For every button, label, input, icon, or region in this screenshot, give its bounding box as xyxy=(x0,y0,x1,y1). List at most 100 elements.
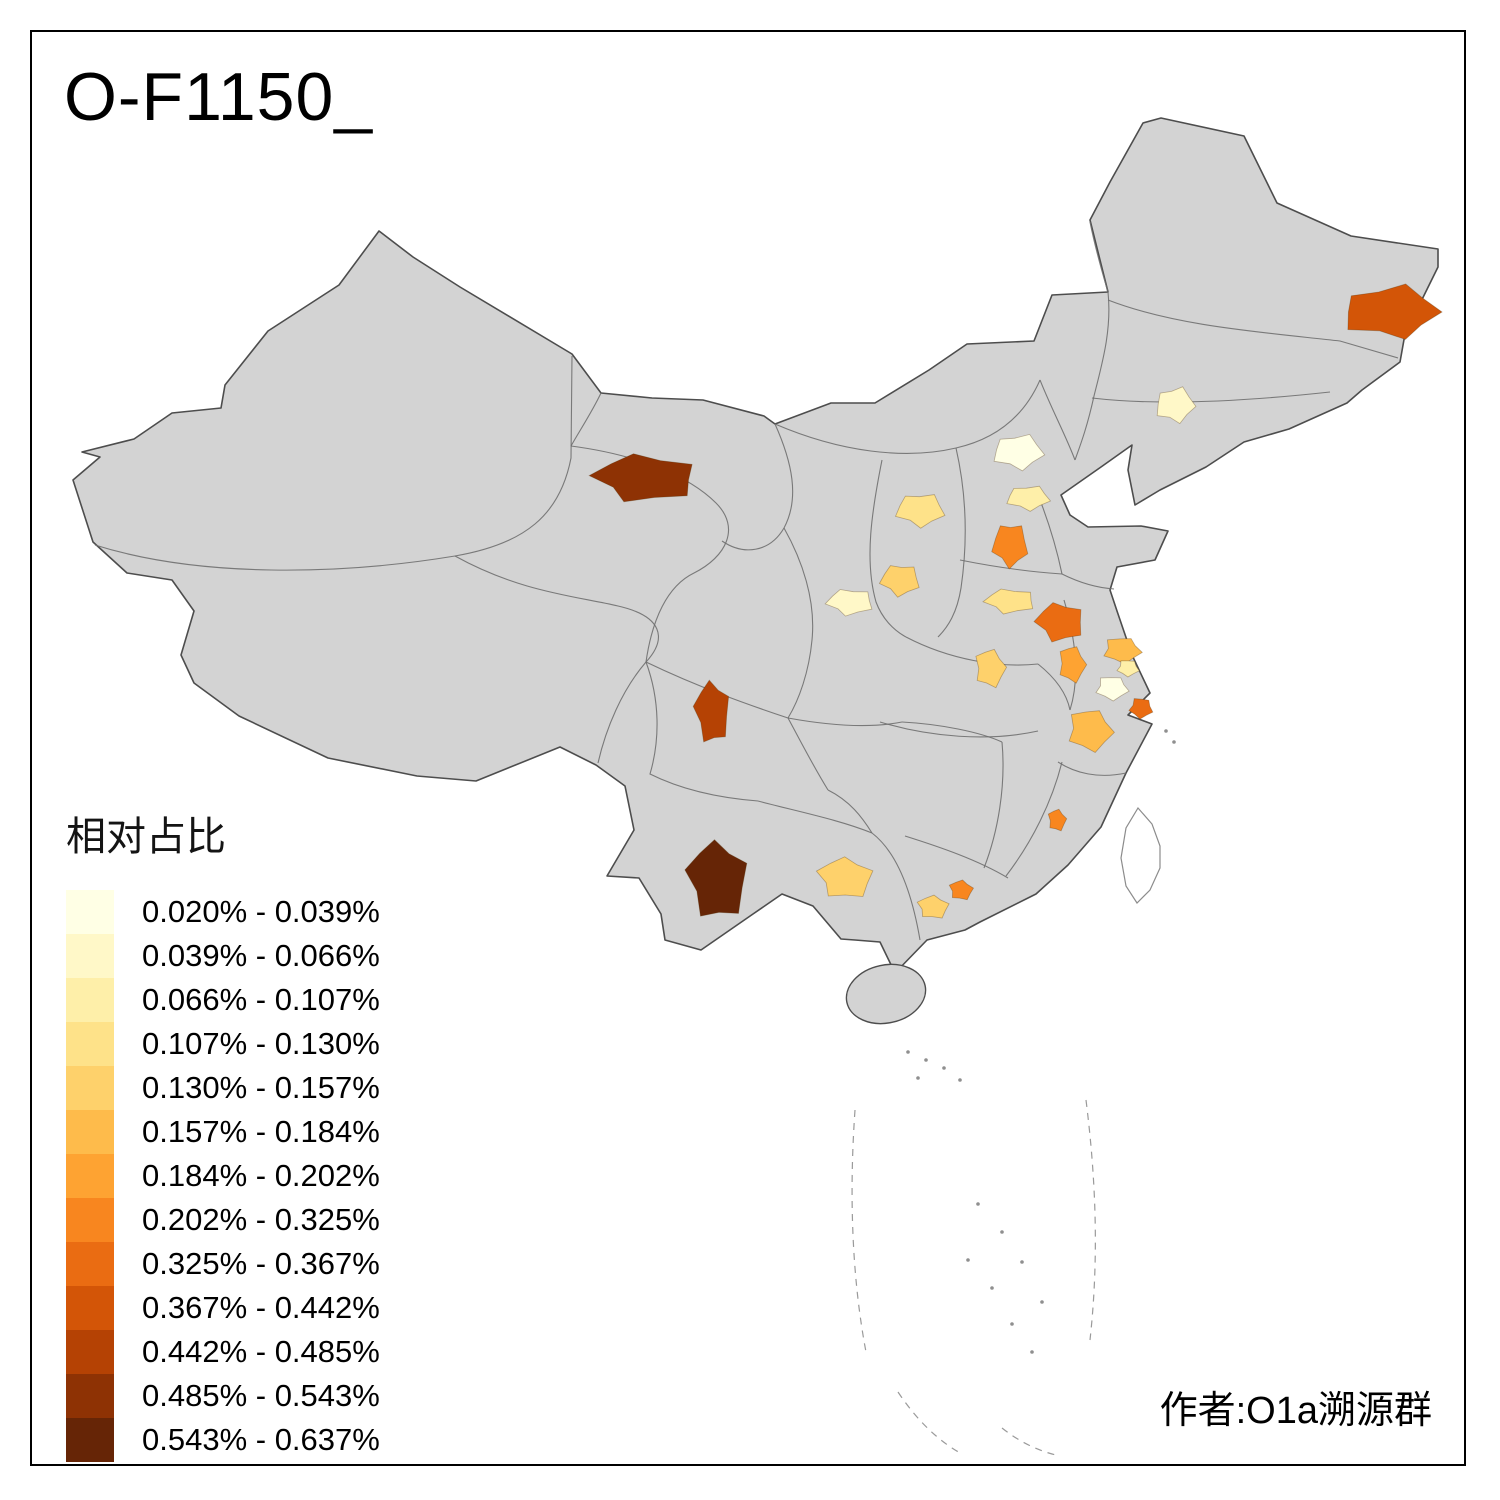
legend-range-label: 0.066% - 0.107% xyxy=(142,982,380,1017)
province-border xyxy=(1005,761,1063,877)
legend-range-label: 0.130% - 0.157% xyxy=(142,1070,380,1105)
sea-islet xyxy=(942,1066,946,1070)
legend-swatch xyxy=(66,1066,114,1110)
taiwan-outline xyxy=(1120,806,1161,904)
hainan-island xyxy=(845,963,927,1025)
legend-row: 0.020% - 0.039% xyxy=(66,890,380,934)
legend-row: 0.325% - 0.367% xyxy=(66,1242,380,1286)
province-border xyxy=(757,800,873,834)
map-title: O-F1150_ xyxy=(64,59,374,135)
legend-swatch xyxy=(66,1242,114,1286)
legend: 相对占比 0.020% - 0.039% 0.039% - 0.066% 0.066… xyxy=(66,804,380,1462)
sea-islet xyxy=(1010,1322,1014,1326)
legend-row: 0.543% - 0.637% xyxy=(66,1418,380,1462)
legend-row: 0.107% - 0.130% xyxy=(66,1022,380,1066)
map-region xyxy=(1059,646,1088,684)
province-border xyxy=(1074,291,1110,461)
legend-swatch xyxy=(66,934,114,978)
legend-swatch xyxy=(66,1198,114,1242)
sea-dashed-boundary xyxy=(851,1109,867,1353)
map-region xyxy=(982,588,1034,615)
legend-range-label: 0.157% - 0.184% xyxy=(142,1114,380,1149)
map-region xyxy=(1068,710,1115,754)
map-region xyxy=(975,648,1008,689)
sea-islet xyxy=(1040,1300,1044,1304)
legend-range-label: 0.442% - 0.485% xyxy=(142,1334,380,1369)
province-border xyxy=(871,832,921,941)
province-border xyxy=(901,721,1003,743)
legend-range-label: 0.485% - 0.543% xyxy=(142,1378,380,1413)
china-outline xyxy=(72,117,1439,974)
map-region xyxy=(948,879,975,901)
legend-range-label: 0.107% - 0.130% xyxy=(142,1026,380,1061)
sea-islet xyxy=(916,1076,920,1080)
map-region xyxy=(878,565,920,598)
map-region xyxy=(1033,602,1082,643)
legend-row: 0.485% - 0.543% xyxy=(66,1374,380,1418)
province-border xyxy=(1107,299,1399,359)
legend-swatch xyxy=(66,1418,114,1462)
province-border xyxy=(1061,573,1115,590)
province-border xyxy=(1091,391,1331,403)
legend-range-label: 0.367% - 0.442% xyxy=(142,1290,380,1325)
legend-swatch xyxy=(66,1110,114,1154)
province-border xyxy=(1039,499,1063,575)
sea-islet xyxy=(1000,1230,1004,1234)
province-border xyxy=(774,379,1041,454)
province-border xyxy=(1037,663,1071,711)
legend-swatch xyxy=(66,1286,114,1330)
map-region xyxy=(1116,660,1140,678)
map-region xyxy=(1156,386,1197,425)
map-region xyxy=(1347,283,1443,340)
legend-row: 0.184% - 0.202% xyxy=(66,1154,380,1198)
sea-islet xyxy=(1164,729,1168,733)
province-border xyxy=(827,789,873,834)
legend-swatch xyxy=(66,890,114,934)
legend-range-label: 0.039% - 0.066% xyxy=(142,938,380,973)
legend-swatch xyxy=(66,1330,114,1374)
province-border xyxy=(721,423,794,551)
map-region xyxy=(588,453,693,503)
map-region xyxy=(1047,808,1068,832)
sea-dashed-boundary xyxy=(1085,1099,1096,1341)
province-border xyxy=(787,717,903,727)
legend-row: 0.367% - 0.442% xyxy=(66,1286,380,1330)
sea-islet xyxy=(1020,1260,1024,1264)
map-region xyxy=(1095,677,1130,702)
province-border xyxy=(904,835,1009,879)
map-region xyxy=(1128,698,1154,720)
attribution: 作者:O1a溯源群 xyxy=(1159,1390,1432,1432)
sea-islet xyxy=(924,1058,928,1062)
province-border xyxy=(570,392,602,447)
province-border xyxy=(937,447,966,638)
province-border xyxy=(983,741,1004,869)
legend-range-label: 0.543% - 0.637% xyxy=(142,1422,380,1457)
province-border xyxy=(787,717,829,791)
map-region xyxy=(692,679,730,743)
sea-islet xyxy=(1172,740,1176,744)
sea-dashed-boundary xyxy=(897,1391,963,1455)
province-border xyxy=(94,355,573,571)
province-border xyxy=(783,527,814,719)
sea-dashed-boundary xyxy=(1001,1427,1061,1457)
province-border xyxy=(879,721,1039,738)
legend-title: 相对占比 xyxy=(66,815,226,859)
legend-row: 0.157% - 0.184% xyxy=(66,1110,380,1154)
map-region xyxy=(916,894,950,919)
sea-islet xyxy=(990,1286,994,1290)
legend-range-label: 0.020% - 0.039% xyxy=(142,894,380,929)
sea-islet xyxy=(958,1078,962,1082)
map-region xyxy=(993,433,1046,472)
sea-islet xyxy=(966,1258,970,1262)
province-border xyxy=(645,661,759,802)
map-region xyxy=(815,856,874,897)
legend-rows: 0.020% - 0.039% 0.039% - 0.066% 0.066% - 0… xyxy=(66,890,380,1462)
legend-swatch xyxy=(66,978,114,1022)
legend-row: 0.442% - 0.485% xyxy=(66,1330,380,1374)
legend-swatch xyxy=(66,1374,114,1418)
legend-row: 0.039% - 0.066% xyxy=(66,934,380,978)
legend-range-label: 0.184% - 0.202% xyxy=(142,1158,380,1193)
legend-row: 0.066% - 0.107% xyxy=(66,978,380,1022)
